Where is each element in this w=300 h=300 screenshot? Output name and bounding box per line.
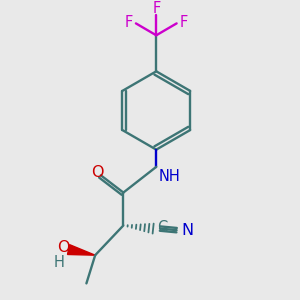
Text: F: F	[125, 15, 133, 30]
Polygon shape	[68, 245, 95, 255]
Text: N: N	[182, 223, 194, 238]
Text: F: F	[179, 15, 188, 30]
Text: O: O	[91, 165, 103, 180]
Text: H: H	[54, 255, 64, 270]
Text: F: F	[152, 1, 160, 16]
Text: O: O	[57, 240, 69, 255]
Text: C: C	[157, 220, 167, 236]
Text: NH: NH	[159, 169, 181, 184]
